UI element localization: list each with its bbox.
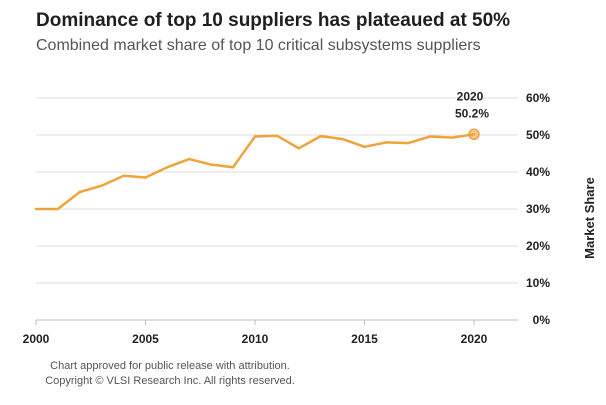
- data-point: [231, 165, 235, 169]
- y-tick-label: 50%: [526, 128, 550, 142]
- y-axis-label: Market Share: [582, 177, 597, 259]
- annotation-group: 2020 50.2%: [455, 89, 489, 141]
- data-point: [385, 141, 388, 144]
- annotation-value-label: 50.2%: [455, 106, 489, 120]
- data-point: [319, 134, 322, 138]
- data-point: [253, 135, 257, 138]
- data-point: [188, 157, 191, 161]
- x-tick-label: 2005: [132, 332, 159, 346]
- x-tick-label: 2010: [242, 332, 269, 346]
- data-point: [166, 165, 169, 169]
- data-point: [275, 134, 279, 137]
- data-point: [341, 137, 344, 141]
- highlight-marker: [468, 128, 480, 141]
- x-axis: 2000 2005 2010 2015 2020: [23, 319, 518, 346]
- y-tick-label: 40%: [526, 165, 550, 179]
- x-tick-label: 2015: [351, 332, 378, 346]
- annotation-year-label: 2020: [457, 89, 484, 103]
- x-tick-label: 2000: [23, 332, 50, 346]
- data-point: [34, 207, 38, 211]
- data-point: [144, 176, 147, 179]
- gridlines: [36, 97, 518, 284]
- data-point: [210, 163, 213, 166]
- chart-subtitle: Combined market share of top 10 critical…: [36, 37, 481, 54]
- y-tick-label: 0%: [533, 313, 551, 327]
- y-tick-label: 10%: [526, 276, 550, 290]
- data-point: [78, 190, 82, 194]
- data-point: [122, 174, 125, 177]
- data-point: [407, 141, 410, 145]
- chart-title: Dominance of top 10 suppliers has platea…: [36, 10, 511, 31]
- x-tick-label: 2020: [461, 332, 488, 346]
- data-point: [429, 135, 432, 138]
- data-point: [56, 207, 60, 211]
- y-tick-label: 60%: [526, 91, 550, 105]
- y-tick-label: 20%: [526, 239, 550, 253]
- data-point: [297, 147, 300, 150]
- data-point: [100, 184, 103, 187]
- y-axis: 0% 10% 20% 30% 40% 50% 60%: [526, 91, 550, 327]
- data-point: [363, 145, 366, 149]
- y-tick-label: 30%: [526, 202, 550, 216]
- footer-copyright-text: Copyright © VLSI Research Inc. All right…: [45, 375, 295, 387]
- footer-approval-text: Chart approved for public release with a…: [50, 360, 290, 372]
- data-point: [450, 136, 454, 139]
